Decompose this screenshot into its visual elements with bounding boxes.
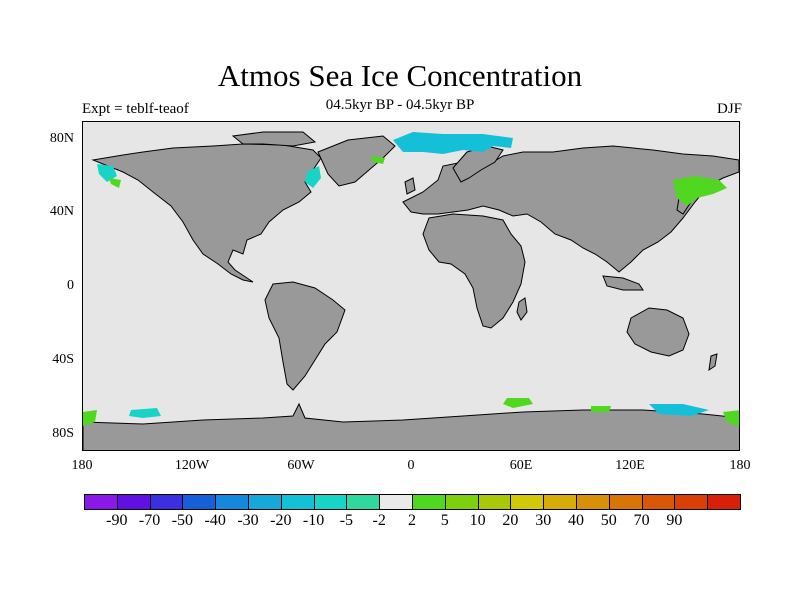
- north-america: [91, 143, 322, 283]
- y-tick-0: 0: [67, 278, 74, 293]
- x-tick-180w: 180: [71, 458, 93, 473]
- colorbar-cell: [248, 494, 282, 510]
- y-tick-40s: 40S: [52, 352, 74, 367]
- colorbar-cell: [477, 494, 512, 510]
- ice-anomaly-bering: [97, 164, 117, 182]
- colorbar-cell: [510, 494, 545, 510]
- colorbar-label: 10: [469, 512, 486, 529]
- colorbar-label: -50: [171, 512, 194, 529]
- colorbar-label: -30: [237, 512, 259, 529]
- eurasia: [402, 145, 739, 273]
- colorbar-label: -90: [106, 512, 128, 529]
- y-tick-80n: 80N: [49, 131, 74, 146]
- colorbar-label: -10: [302, 512, 325, 529]
- experiment-label: Expt = teblf-teaof: [82, 101, 189, 117]
- colorbar-cell: [346, 494, 381, 510]
- x-tick-60w: 60W: [287, 458, 315, 473]
- africa: [422, 213, 526, 329]
- world-map: [82, 121, 740, 451]
- y-tick-40n: 40N: [49, 204, 74, 219]
- ice-anomaly-okhotsk: [673, 176, 727, 206]
- colorbar-label: 90: [666, 512, 683, 529]
- colorbar-cell: [116, 494, 151, 510]
- ice-anomaly-hudson: [305, 166, 321, 188]
- colorbar-cell: [412, 494, 446, 510]
- colorbar-cell: [280, 494, 315, 510]
- colorbar-label: -2: [372, 512, 386, 529]
- ice-anomaly-antarctic-ross: [649, 404, 709, 416]
- colorbar-label: -5: [339, 512, 354, 529]
- sea-ice-anomalies: [83, 132, 739, 428]
- colorbar-cell: [707, 494, 741, 510]
- colorbar-label: 70: [633, 512, 650, 529]
- ice-anomaly-antarctic-indian: [591, 406, 611, 412]
- madagascar: [516, 297, 528, 321]
- arctic-islands: [231, 131, 317, 147]
- season-label: DJF: [716, 101, 742, 117]
- colorbar-cell: [576, 494, 610, 510]
- ice-anomaly-bering-green: [109, 178, 121, 188]
- colorbar-cell: [444, 494, 479, 510]
- x-tick-120e: 120E: [615, 458, 645, 473]
- y-tick-80s: 80S: [52, 426, 74, 441]
- x-tick-120w: 120W: [174, 458, 210, 473]
- ice-anomaly-antarctic-weddell: [83, 410, 97, 426]
- colorbar-label: -40: [204, 512, 226, 529]
- colorbar-cell: [543, 494, 577, 510]
- british-isles: [404, 177, 416, 195]
- new-zealand: [708, 353, 718, 372]
- colorbar-cell: [674, 494, 709, 510]
- colorbar-label: 5: [440, 512, 449, 529]
- colorbar-cell: [149, 494, 184, 510]
- antarctica: [83, 402, 739, 450]
- x-tick-180e: 180: [729, 458, 751, 473]
- plot-title: Atmos Sea Ice Concentration: [217, 58, 583, 93]
- colorbar-cell: [215, 494, 249, 510]
- colorbar-cell: [84, 494, 118, 510]
- colorbar-label: 30: [535, 512, 552, 529]
- map-svg: [83, 131, 739, 450]
- south-america: [264, 281, 346, 391]
- ice-anomaly-antarctic-atlantic: [503, 398, 533, 408]
- colorbar-label: 2: [408, 512, 416, 529]
- ice-anomaly-greenland-sea: [371, 156, 385, 164]
- colorbar-label: 40: [568, 512, 584, 529]
- ice-anomaly-antarctic-pacific: [129, 408, 161, 418]
- greenland: [317, 135, 396, 187]
- colorbar-cell: [641, 494, 676, 510]
- colorbar: [84, 494, 741, 510]
- colorbar-cell: [608, 494, 643, 510]
- colorbar-label: -20: [270, 512, 292, 529]
- x-tick-60e: 60E: [509, 458, 533, 473]
- indonesia: [602, 275, 644, 291]
- colorbar-label: 20: [502, 512, 519, 529]
- colorbar-label: 50: [600, 512, 617, 529]
- colorbar-cell: [182, 494, 217, 510]
- ice-anomaly-arctic-north: [393, 132, 513, 154]
- colorbar-cell: [379, 494, 413, 510]
- colorbar-cell: [313, 494, 348, 510]
- australia: [626, 307, 690, 357]
- colorbar-label: -70: [138, 512, 161, 529]
- plot-subtitle: 04.5kyr BP - 04.5kyr BP: [325, 97, 475, 113]
- land-layer: [83, 131, 739, 450]
- ice-anomaly-antarctic-east: [723, 410, 739, 428]
- x-tick-0: 0: [407, 458, 415, 473]
